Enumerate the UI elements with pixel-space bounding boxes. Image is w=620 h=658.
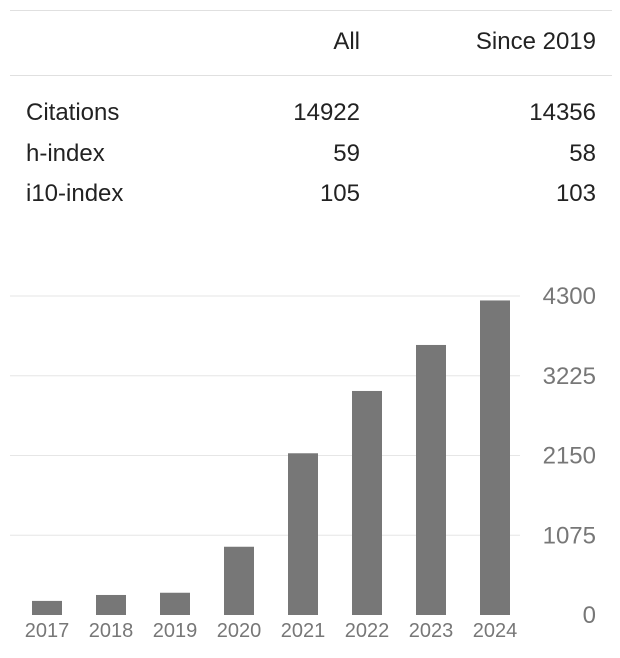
header-divider xyxy=(10,75,612,76)
x-tick-label-2021: 2021 xyxy=(281,620,326,642)
y-tick-label: 2150 xyxy=(543,443,596,470)
header-since-2019[interactable]: Since 2019 xyxy=(475,28,596,55)
bar-2017[interactable] xyxy=(32,600,62,615)
x-tick-label-2024: 2024 xyxy=(473,620,518,642)
bars xyxy=(32,300,510,615)
y-tick-label: 0 xyxy=(583,602,596,629)
row-label-h-index[interactable]: h-index xyxy=(26,140,105,167)
x-tick-label-2022: 2022 xyxy=(345,620,390,642)
y-tick-label: 3225 xyxy=(543,363,596,390)
x-tick-label-2017: 2017 xyxy=(25,620,70,642)
row-label-citations[interactable]: Citations xyxy=(26,99,120,126)
x-tick-label-2023: 2023 xyxy=(409,620,454,642)
h-index-since-value: 58 xyxy=(569,140,596,167)
bar-2024[interactable] xyxy=(480,300,510,615)
x-tick-label-2020: 2020 xyxy=(217,620,262,642)
bar-2021[interactable] xyxy=(288,453,318,615)
y-tick-label: 4300 xyxy=(543,283,596,310)
top-divider xyxy=(10,10,612,11)
bar-2020[interactable] xyxy=(224,546,254,615)
x-tick-labels: 2017 2018 2019 2020 2021 2022 2023 2024 xyxy=(25,620,518,642)
bar-2023[interactable] xyxy=(416,344,446,615)
bar-2018[interactable] xyxy=(96,594,126,615)
bar-2019[interactable] xyxy=(160,592,190,615)
bar-2022[interactable] xyxy=(352,390,382,615)
h-index-all-value: 59 xyxy=(333,140,360,167)
header-all[interactable]: All xyxy=(333,28,360,55)
citations-since-value: 14356 xyxy=(529,99,596,126)
y-tick-label: 1075 xyxy=(543,522,596,549)
x-tick-label-2018: 2018 xyxy=(89,620,134,642)
i10-index-since-value: 103 xyxy=(555,180,596,207)
y-tick-labels: 0 1075 2150 3225 4300 xyxy=(543,283,596,629)
citations-all-value: 14922 xyxy=(293,99,360,126)
x-tick-label-2019: 2019 xyxy=(153,620,198,642)
i10-index-all-value: 105 xyxy=(319,180,360,207)
row-label-i10-index[interactable]: i10-index xyxy=(26,180,124,207)
